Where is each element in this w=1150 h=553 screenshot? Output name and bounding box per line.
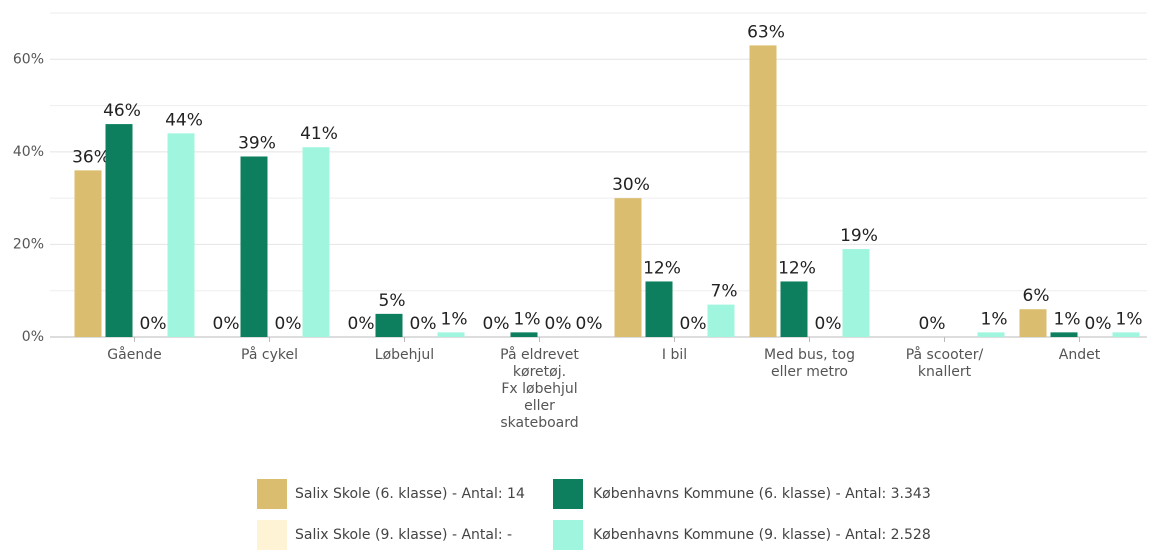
value-label: 7% — [711, 282, 738, 302]
value-label: 0% — [275, 314, 302, 334]
legend-swatch — [553, 479, 583, 509]
value-label: 0% — [680, 314, 707, 334]
bar — [1019, 309, 1047, 337]
value-label: 1% — [441, 309, 468, 329]
value-label: 12% — [778, 258, 816, 278]
legend-label: Salix Skole (6. klasse) - Antal: 14 — [295, 486, 525, 502]
bar — [707, 304, 735, 337]
bar — [749, 45, 777, 338]
value-label: 46% — [103, 101, 141, 121]
y-tick-label: 0% — [22, 329, 44, 345]
bar — [614, 198, 642, 337]
x-tick-label: eller — [524, 398, 555, 414]
value-label: 0% — [1085, 314, 1112, 334]
value-label: 0% — [815, 314, 842, 334]
value-label: 30% — [612, 175, 650, 195]
x-tick-label: På cykel — [241, 346, 298, 363]
x-tick-label: I bil — [662, 347, 687, 363]
bar — [375, 313, 403, 337]
bar — [105, 124, 133, 337]
value-label: 12% — [643, 258, 681, 278]
bar — [510, 332, 538, 337]
legend-label: Salix Skole (9. klasse) - Antal: - — [295, 527, 512, 543]
value-label: 44% — [165, 110, 203, 130]
value-label: 0% — [483, 314, 510, 334]
value-label: 0% — [545, 314, 572, 334]
value-label: 39% — [238, 133, 276, 153]
value-label: 1% — [981, 309, 1008, 329]
value-label: 0% — [919, 314, 946, 334]
bar — [167, 133, 195, 337]
x-tick-label: Med bus, tog — [764, 347, 855, 363]
x-tick-label: Løbehjul — [375, 347, 434, 363]
legend-label: Københavns Kommune (6. klasse) - Antal: … — [593, 486, 931, 502]
legend-label: Københavns Kommune (9. klasse) - Antal: … — [593, 527, 931, 543]
y-tick-label: 40% — [13, 144, 44, 160]
value-label: 41% — [300, 124, 338, 144]
value-label: 0% — [576, 314, 603, 334]
bar — [842, 249, 870, 337]
x-tick-label: Fx løbehjul — [501, 381, 577, 397]
legend-swatch — [257, 520, 287, 550]
bar — [240, 156, 268, 337]
bar — [302, 147, 330, 337]
y-tick-label: 60% — [13, 51, 44, 67]
value-label: 6% — [1023, 286, 1050, 306]
value-label: 0% — [410, 314, 437, 334]
value-label: 1% — [514, 309, 541, 329]
bar — [1050, 332, 1078, 337]
legend-swatch — [553, 520, 583, 550]
value-label: 19% — [840, 226, 878, 246]
bar — [645, 281, 673, 337]
x-tick-label: eller metro — [771, 364, 848, 380]
x-tick-label: Gående — [107, 346, 161, 363]
value-label: 1% — [1054, 309, 1081, 329]
x-tick-label: køretøj. — [513, 364, 566, 380]
value-label: 63% — [747, 22, 785, 42]
value-label: 0% — [140, 314, 167, 334]
x-tick-label: På eldrevet — [500, 346, 579, 363]
value-label: 0% — [348, 314, 375, 334]
value-label: 0% — [213, 314, 240, 334]
x-tick-label: På scooter/ — [906, 346, 984, 363]
x-tick-label: skateboard — [500, 415, 578, 431]
value-label: 1% — [1116, 309, 1143, 329]
value-label: 5% — [379, 291, 406, 311]
y-tick-label: 20% — [13, 236, 44, 252]
bar — [74, 170, 102, 337]
value-label: 36% — [72, 147, 110, 167]
x-tick-label: knallert — [918, 364, 972, 380]
legend-swatch — [257, 479, 287, 509]
bar — [780, 281, 808, 337]
bar — [1112, 332, 1140, 337]
x-tick-label: Andet — [1059, 347, 1101, 363]
bar — [437, 332, 465, 337]
bar — [977, 332, 1005, 337]
